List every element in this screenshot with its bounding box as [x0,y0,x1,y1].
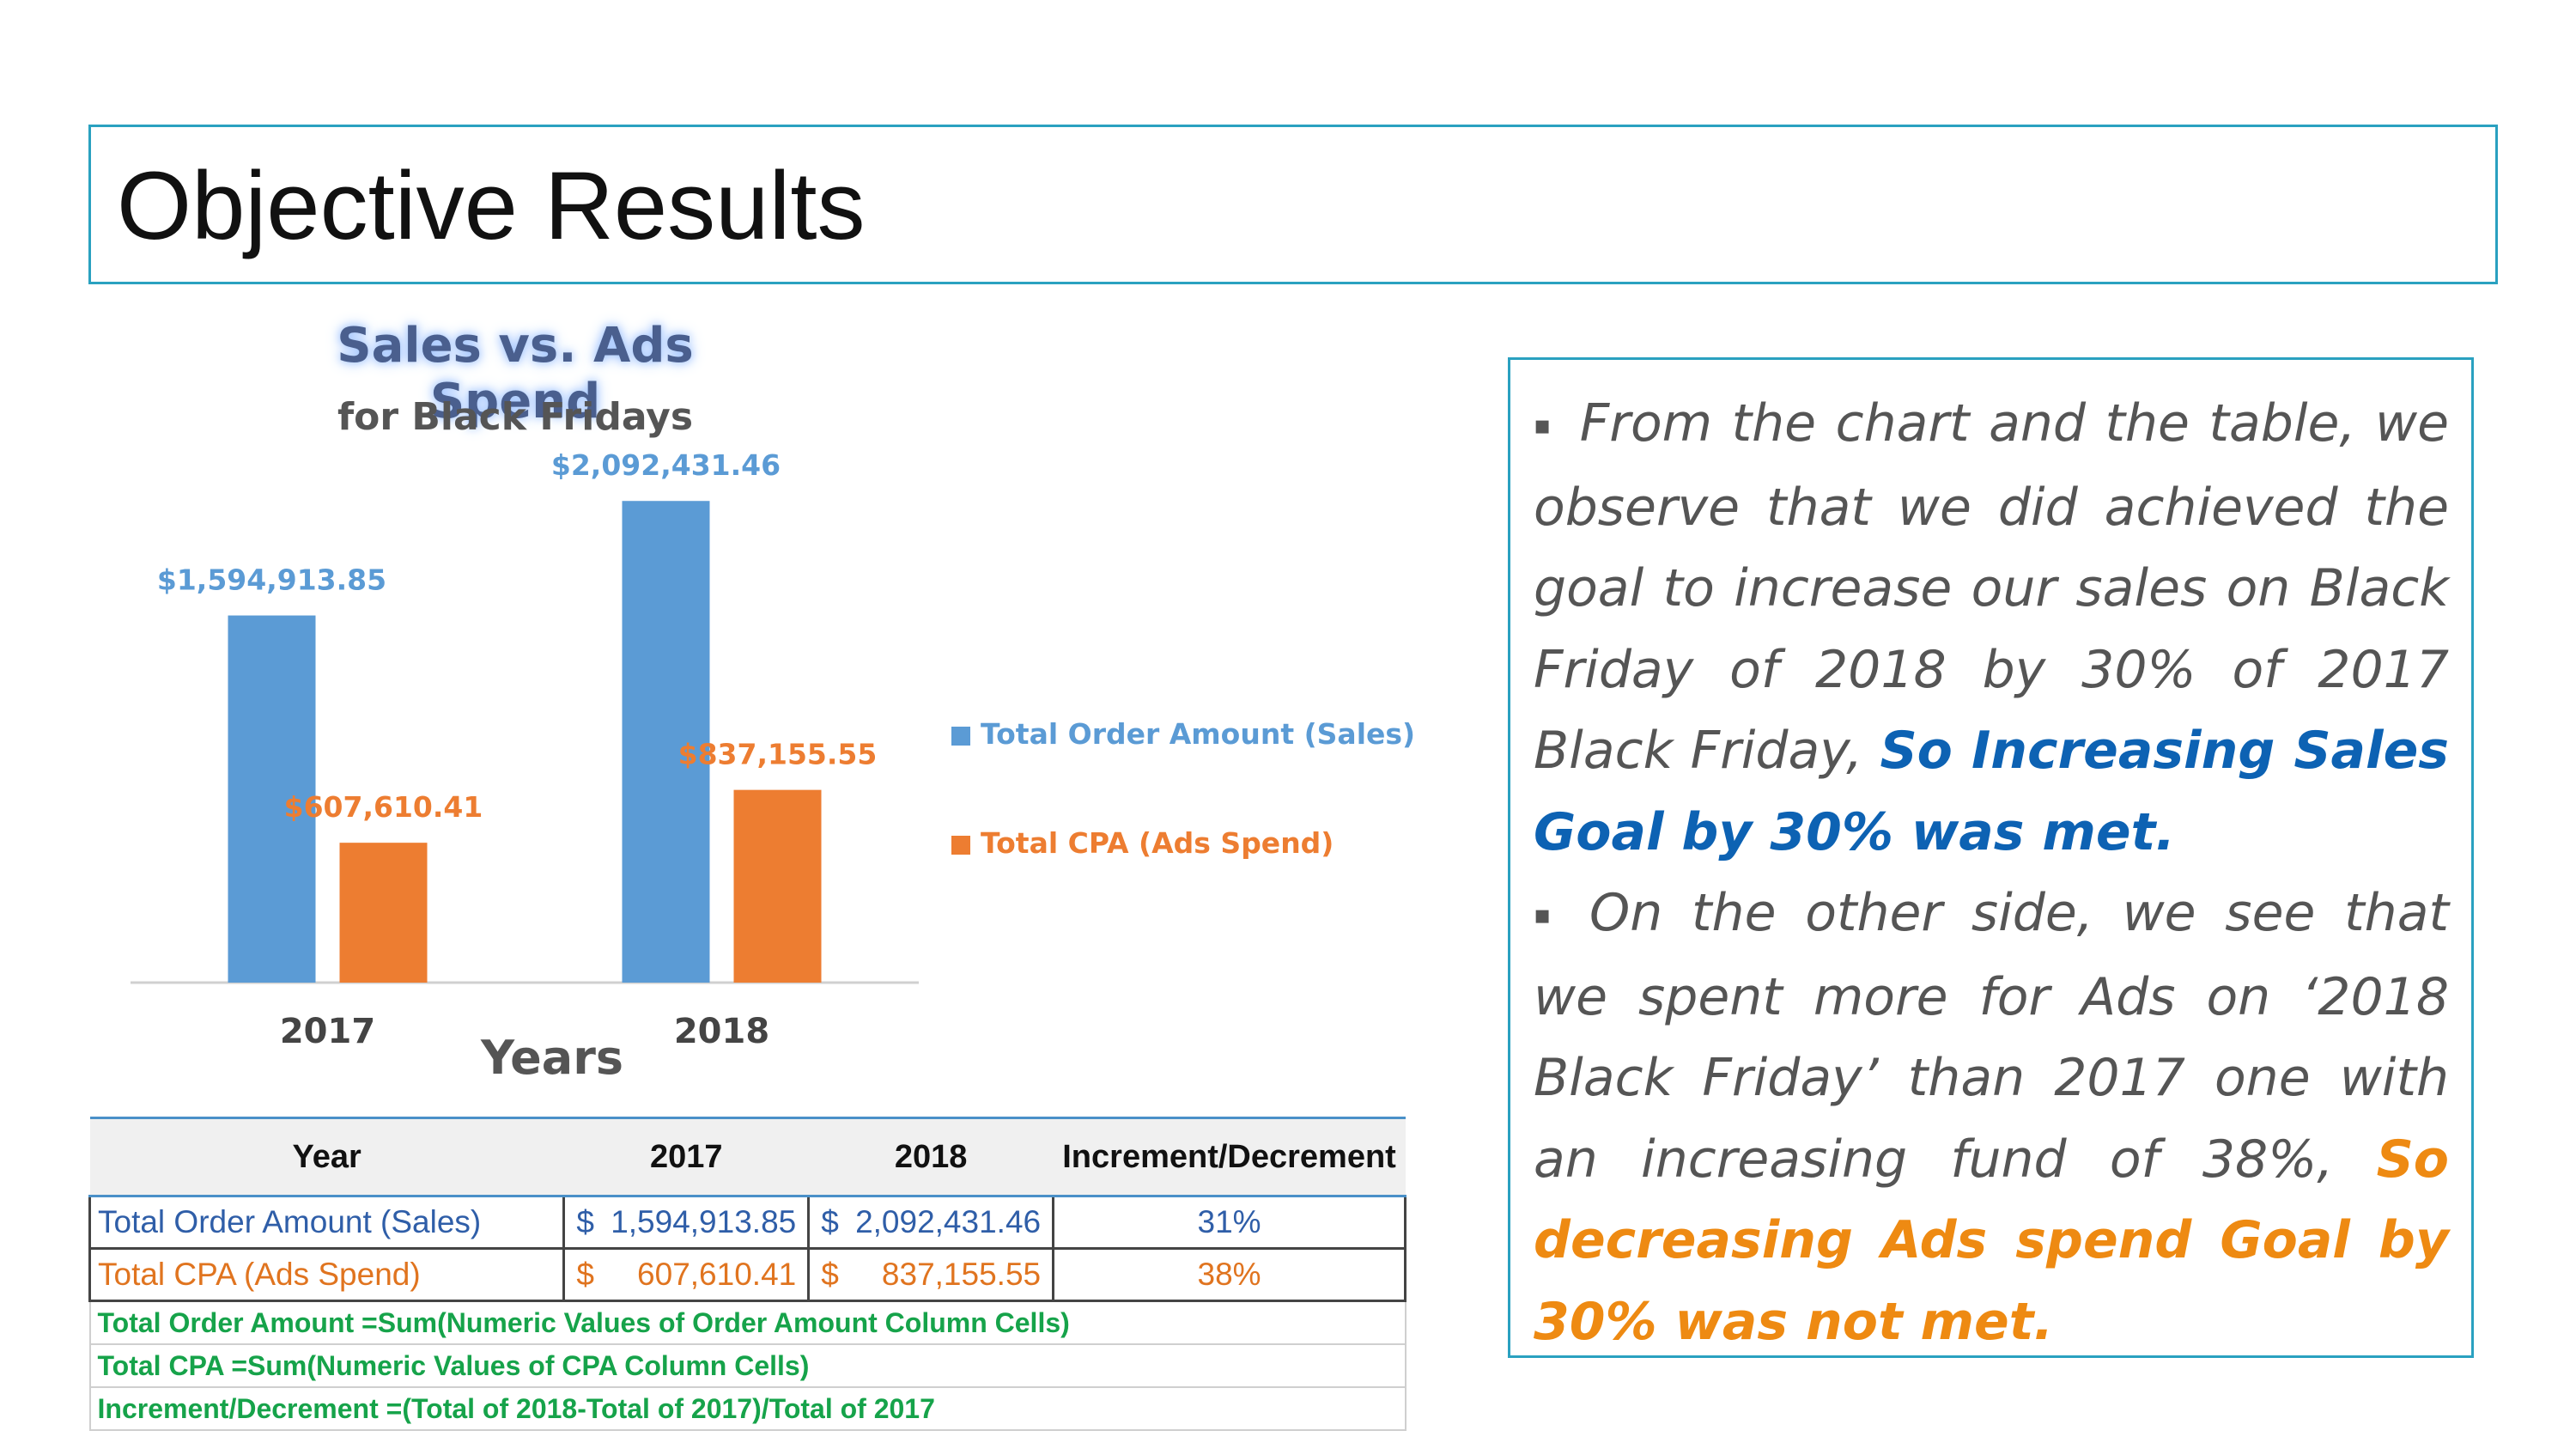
observation-box [1508,357,2474,1358]
observation-paragraph-1: ▪ From the chart and the table, we observ… [1534,383,2449,873]
note-text: Increment/Decrement =(Total of 2018-Tota… [88,1386,1406,1431]
cell-2018: $2,092,431.46 [807,1195,1055,1250]
x-axis-title: Years [481,1031,623,1085]
data-label: $2,092,431.46 [551,448,781,482]
observation-text-1: From the chart and the table, we observe… [1534,393,2449,782]
currency-symbol: $ [821,1204,839,1239]
bullet-icon: ▪ [1534,411,1554,441]
table-note-row: Increment/Decrement =(Total of 2018-Tota… [88,1386,1406,1431]
table-row-cpa: Total CPA (Ads Spend) $607,610.41 $837,1… [88,1247,1406,1302]
cell-value: 837,155.55 [881,1257,1042,1292]
table-header: 2017 [563,1117,809,1197]
table-header: Increment/Decrement [1053,1117,1406,1197]
data-label: $607,610.41 [284,790,483,824]
legend-label-cpa: Total CPA (Ads Spend) [981,826,1334,860]
note-text: Total CPA =Sum(Numeric Values of CPA Col… [88,1343,1406,1388]
legend-item-sales: Total Order Amount (Sales) [951,717,1415,751]
row-label: Total CPA (Ads Spend) [88,1247,566,1302]
bar-chart: $1,594,913.85 $607,610.41 2017 $2,092,431.4… [131,448,919,1051]
bar-sales-2017 [228,615,316,983]
bar-cpa-2017 [339,843,428,983]
bar-cpa-2018 [733,789,822,983]
table-row-sales: Total Order Amount (Sales) $1,594,913.85… [88,1195,1406,1250]
observation-text: ▪ From the chart and the table, we observ… [1534,383,2449,1362]
cell-value: 607,610.41 [637,1257,797,1292]
chart-subtitle: for Black Fridays [337,395,694,439]
legend-swatch-sales [951,726,970,746]
ads-goal-result: So decreasing Ads spend Goal by 30% was … [1534,1129,2449,1352]
sales-goal-result: So Increasing Sales Goal by 30% was met. [1534,721,2449,862]
table-header: 2018 [808,1117,1054,1197]
observation-paragraph-2: ▪ On the other side, we see that we spent… [1534,873,2449,1362]
cell-change: 38% [1052,1247,1406,1302]
x-tick-label: 2017 [280,1012,375,1051]
currency-symbol: $ [576,1204,594,1239]
table-note-row: Total Order Amount =Sum(Numeric Values o… [88,1300,1406,1345]
cell-2018: $837,155.55 [807,1247,1055,1302]
currency-symbol: $ [821,1257,839,1292]
results-table: Year 2017 2018 Increment/Decrement Total… [88,1117,1406,1431]
table-note-row: Total CPA =Sum(Numeric Values of CPA Col… [88,1343,1406,1388]
data-label: $1,594,913.85 [157,563,386,597]
data-label: $837,155.55 [678,738,878,771]
chart-title: Sales vs. Ads Spend [337,318,694,429]
table-header: Year [89,1117,564,1197]
slide-title: Objective Results [117,152,866,259]
table-header-row: Year 2017 2018 Increment/Decrement [89,1117,1406,1197]
legend-item-cpa: Total CPA (Ads Spend) [951,826,1334,860]
cell-change: 31% [1052,1195,1406,1250]
cell-value: 2,092,431.46 [855,1204,1042,1239]
cell-2017: $607,610.41 [562,1247,811,1302]
x-tick-label: 2018 [674,1012,769,1051]
note-text: Total Order Amount =Sum(Numeric Values o… [88,1300,1406,1345]
bar-sales-2018 [622,501,710,983]
currency-symbol: $ [576,1257,594,1292]
cell-value: 1,594,913.85 [611,1204,797,1239]
cell-2017: $1,594,913.85 [562,1195,811,1250]
row-label: Total Order Amount (Sales) [88,1195,566,1250]
legend-swatch-cpa [951,835,970,855]
bullet-icon: ▪ [1534,900,1564,931]
title-box: Objective Results [88,125,2498,284]
legend-label-sales: Total Order Amount (Sales) [981,717,1416,751]
observation-text-2: On the other side, we see that we spent … [1534,883,2449,1190]
